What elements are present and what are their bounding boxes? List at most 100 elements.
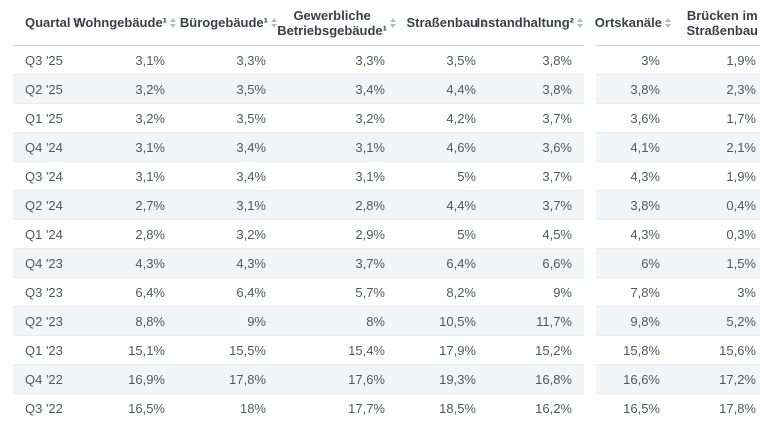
cell-betriebsgebaeude: 3,1%: [278, 132, 397, 162]
table-row: 4,1% 2,1%: [596, 132, 760, 162]
cell-bruecken: 0,4%: [672, 190, 760, 220]
sort-icon: [271, 17, 277, 28]
column-header-bruecken[interactable]: Brücken im Straßenbau: [672, 0, 760, 46]
table-row: 3,8% 0,4%: [596, 190, 760, 220]
cell-bruecken: 0,3%: [672, 219, 760, 249]
cell-wohngebaeude: 3,1%: [76, 132, 177, 162]
cell-quartal: Q3 '25: [13, 45, 76, 75]
cell-wohngebaeude: 6,4%: [76, 277, 177, 307]
cell-buerogebaeude: 3,3%: [177, 45, 278, 75]
cell-betriebsgebaeude: 2,9%: [278, 219, 397, 249]
cell-instandhaltung: 3,8%: [488, 45, 584, 75]
column-label: Straßenbau: [406, 15, 478, 30]
cell-bruecken: 1,9%: [672, 161, 760, 191]
cell-ortskanaele: 3,6%: [596, 103, 672, 133]
cell-wohngebaeude: 15,1%: [76, 335, 177, 365]
cell-quartal: Q4 '22: [13, 364, 76, 394]
table-row: Q2 '23 8,8% 9% 8% 10,5% 11,7%: [13, 306, 584, 336]
cell-buerogebaeude: 3,2%: [177, 219, 278, 249]
cell-buerogebaeude: 3,5%: [177, 74, 278, 104]
table-row: 7,8% 3%: [596, 277, 760, 307]
column-label: Betriebsgebäude¹: [277, 22, 387, 38]
cell-bruecken: 17,2%: [672, 364, 760, 394]
column-label: Quartal: [25, 15, 71, 30]
table-row: 4,3% 1,9%: [596, 161, 760, 191]
cell-buerogebaeude: 4,3%: [177, 248, 278, 278]
column-label: Straßenbau: [686, 22, 758, 38]
cell-wohngebaeude: 16,9%: [76, 364, 177, 394]
cell-ortskanaele: 6%: [596, 248, 672, 278]
column-label: Gewerbliche: [293, 7, 371, 23]
table-row: Q4 '22 16,9% 17,8% 17,6% 19,3% 16,8%: [13, 364, 584, 394]
cell-instandhaltung: 16,8%: [488, 364, 584, 394]
cell-buerogebaeude: 3,5%: [177, 103, 278, 133]
column-header-ortskanaele[interactable]: Ortskanäle: [595, 0, 672, 46]
cell-quartal: Q1 '24: [13, 219, 76, 249]
cell-betriebsgebaeude: 3,2%: [278, 103, 397, 133]
cell-quartal: Q3 '24: [13, 161, 76, 191]
table-row: 9,8% 5,2%: [596, 306, 760, 336]
cell-instandhaltung: 3,7%: [488, 103, 584, 133]
column-header-strassenbau[interactable]: Straßenbau: [397, 0, 488, 46]
column-header-wohngebaeude[interactable]: Wohngebäude¹: [73, 0, 177, 46]
table-row: Q1 '24 2,8% 3,2% 2,9% 5% 4,5%: [13, 219, 584, 249]
cell-bruecken: 2,1%: [672, 132, 760, 162]
cell-wohngebaeude: 2,8%: [76, 219, 177, 249]
cell-bruecken: 5,2%: [672, 306, 760, 336]
table-row: Q3 '25 3,1% 3,3% 3,3% 3,5% 3,8%: [13, 45, 584, 75]
table-row: Q1 '25 3,2% 3,5% 3,2% 4,2% 3,7%: [13, 103, 584, 133]
cell-instandhaltung: 11,7%: [488, 306, 584, 336]
table-section-fixed: Ortskanäle Brücken im Straßenbau 3% 1,9% 3,8…: [595, 0, 760, 422]
cell-betriebsgebaeude: 5,7%: [278, 277, 397, 307]
cell-instandhaltung: 9%: [488, 277, 584, 307]
cell-quartal: Q4 '23: [13, 248, 76, 278]
column-header-buerogebaeude[interactable]: Bürogebäude¹: [177, 0, 278, 46]
table-row: Q2 '25 3,2% 3,5% 3,4% 4,4% 3,8%: [13, 74, 584, 104]
cell-bruecken: 1,5%: [672, 248, 760, 278]
cell-quartal: Q2 '23: [13, 306, 76, 336]
cell-betriebsgebaeude: 17,7%: [278, 393, 397, 422]
cell-strassenbau: 17,9%: [397, 335, 488, 365]
cell-buerogebaeude: 18%: [177, 393, 278, 422]
cell-bruecken: 17,8%: [672, 393, 760, 422]
table-row: Q3 '24 3,1% 3,4% 3,1% 5% 3,7%: [13, 161, 584, 191]
cell-quartal: Q1 '23: [13, 335, 76, 365]
table-row: 3,6% 1,7%: [596, 103, 760, 133]
cell-quartal: Q1 '25: [13, 103, 76, 133]
table-row: 4,3% 0,3%: [596, 219, 760, 249]
table-row: Q3 '23 6,4% 6,4% 5,7% 8,2% 9%: [13, 277, 584, 307]
header-row: Ortskanäle Brücken im Straßenbau: [595, 0, 760, 46]
cell-buerogebaeude: 3,1%: [177, 190, 278, 220]
column-header-quartal[interactable]: Quartal: [13, 0, 80, 46]
cell-strassenbau: 18,5%: [397, 393, 488, 422]
cell-bruecken: 2,3%: [672, 74, 760, 104]
cell-bruecken: 3%: [672, 277, 760, 307]
cell-wohngebaeude: 3,1%: [76, 161, 177, 191]
cell-ortskanaele: 3,8%: [596, 74, 672, 104]
cell-strassenbau: 6,4%: [397, 248, 488, 278]
cell-instandhaltung: 6,6%: [488, 248, 584, 278]
cell-betriebsgebaeude: 3,1%: [278, 161, 397, 191]
cell-ortskanaele: 9,8%: [596, 306, 672, 336]
cell-buerogebaeude: 3,4%: [177, 161, 278, 191]
cell-betriebsgebaeude: 2,8%: [278, 190, 397, 220]
cell-buerogebaeude: 17,8%: [177, 364, 278, 394]
table-row: 15,8% 15,6%: [596, 335, 760, 365]
cell-wohngebaeude: 16,5%: [76, 393, 177, 422]
sort-icon: [577, 17, 583, 28]
cell-strassenbau: 4,2%: [397, 103, 488, 133]
cell-betriebsgebaeude: 3,4%: [278, 74, 397, 104]
table-row: 16,6% 17,2%: [596, 364, 760, 394]
cell-quartal: Q3 '23: [13, 277, 76, 307]
cell-strassenbau: 4,4%: [397, 74, 488, 104]
column-label: Wohngebäude¹: [73, 15, 167, 30]
column-header-instandhaltung[interactable]: Instandhaltung²: [477, 0, 584, 46]
cell-instandhaltung: 3,8%: [488, 74, 584, 104]
table-row: 3% 1,9%: [596, 45, 760, 75]
column-header-betriebsgebaeude[interactable]: Gewerbliche Betriebsgebäude¹: [277, 0, 397, 46]
cell-buerogebaeude: 15,5%: [177, 335, 278, 365]
cell-wohngebaeude: 3,1%: [76, 45, 177, 75]
cell-strassenbau: 4,4%: [397, 190, 488, 220]
table-section-main: Quartal Wohngebäude¹ Bürogebäude¹ Gewerblic…: [13, 0, 584, 422]
